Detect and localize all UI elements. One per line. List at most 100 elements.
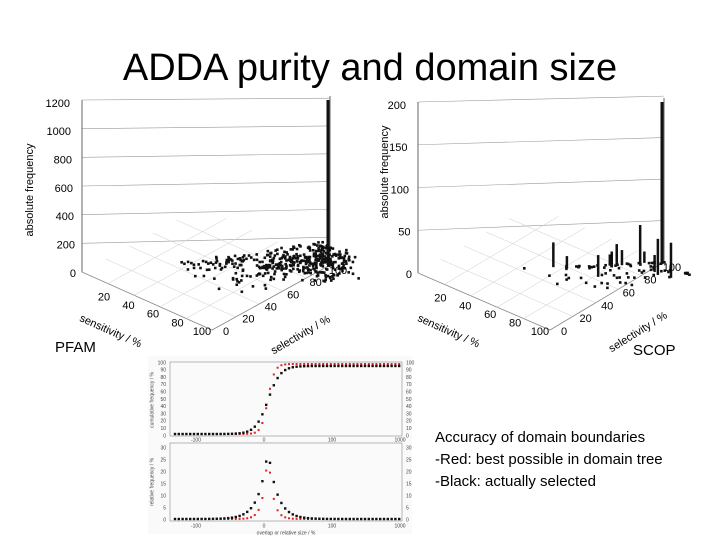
point bbox=[250, 516, 252, 519]
floor-grid bbox=[463, 245, 596, 304]
point bbox=[353, 255, 357, 259]
point bbox=[302, 266, 306, 270]
point bbox=[291, 366, 294, 369]
point bbox=[307, 268, 311, 271]
point bbox=[287, 258, 291, 262]
tick-label: 20 bbox=[242, 314, 254, 326]
tick-label: 0 bbox=[406, 269, 412, 281]
point bbox=[245, 257, 248, 261]
point bbox=[285, 264, 288, 268]
point bbox=[318, 257, 321, 261]
point bbox=[334, 260, 337, 264]
tick-label: 0 bbox=[70, 268, 76, 280]
point bbox=[274, 249, 277, 252]
point bbox=[637, 269, 641, 272]
point bbox=[356, 363, 359, 365]
tick-label: 100 bbox=[328, 523, 337, 529]
point bbox=[277, 266, 281, 270]
point bbox=[276, 376, 279, 380]
point bbox=[313, 279, 317, 282]
point bbox=[548, 274, 551, 277]
point bbox=[266, 253, 270, 257]
tick-label: 20 bbox=[160, 469, 166, 475]
point bbox=[284, 368, 287, 372]
point bbox=[320, 255, 323, 259]
tick-label: 80 bbox=[509, 318, 521, 330]
point bbox=[204, 432, 207, 436]
panel-label: PFAM bbox=[55, 339, 96, 356]
point bbox=[317, 241, 320, 244]
point bbox=[272, 277, 276, 281]
point bbox=[343, 254, 347, 258]
point bbox=[283, 275, 287, 279]
point bbox=[340, 256, 343, 259]
point bbox=[215, 432, 218, 436]
point bbox=[317, 247, 320, 250]
point bbox=[249, 256, 253, 259]
tick-label: 60 bbox=[147, 309, 159, 321]
point bbox=[266, 249, 270, 253]
tick-label: 100 bbox=[406, 360, 415, 366]
point bbox=[629, 264, 633, 268]
tick-label: 100 bbox=[391, 184, 409, 196]
point bbox=[173, 517, 177, 521]
top-axis-label: cumulative frequency / % bbox=[149, 372, 155, 428]
point bbox=[255, 264, 259, 267]
point bbox=[269, 387, 271, 390]
tick-label: 25 bbox=[160, 457, 166, 463]
tick-label: 70 bbox=[406, 382, 412, 388]
point bbox=[284, 262, 287, 266]
point bbox=[238, 517, 241, 520]
point bbox=[249, 507, 253, 510]
point bbox=[398, 363, 401, 365]
point bbox=[342, 263, 345, 267]
tick-label: 150 bbox=[389, 142, 407, 154]
point bbox=[249, 428, 253, 431]
point bbox=[231, 262, 234, 266]
point bbox=[242, 513, 245, 516]
point bbox=[284, 507, 287, 510]
point bbox=[292, 255, 295, 258]
y-axis-label: selectivity / % bbox=[269, 313, 333, 357]
point bbox=[326, 264, 330, 267]
x-axis-label: sensitivity / % bbox=[416, 312, 482, 350]
point bbox=[291, 363, 294, 366]
point bbox=[273, 270, 277, 273]
point bbox=[229, 258, 233, 261]
point bbox=[608, 263, 612, 266]
point bbox=[688, 273, 691, 277]
point bbox=[294, 256, 298, 260]
point bbox=[305, 271, 308, 275]
point bbox=[338, 255, 342, 258]
point bbox=[238, 514, 241, 518]
point bbox=[375, 363, 378, 365]
tick-label: 40 bbox=[122, 300, 134, 312]
grid-line bbox=[417, 95, 665, 103]
point bbox=[324, 260, 328, 264]
tick-label: 0 bbox=[223, 326, 229, 338]
point bbox=[285, 251, 289, 254]
point bbox=[282, 253, 285, 257]
point bbox=[227, 516, 230, 520]
point bbox=[173, 432, 177, 436]
point bbox=[253, 425, 256, 428]
point bbox=[314, 517, 317, 520]
point bbox=[246, 430, 249, 433]
floor bbox=[417, 261, 665, 331]
point bbox=[614, 264, 617, 267]
tick-label: 1200 bbox=[46, 98, 70, 110]
point bbox=[275, 263, 278, 267]
point bbox=[325, 258, 328, 261]
point bbox=[206, 262, 210, 265]
point bbox=[261, 479, 264, 483]
point bbox=[263, 272, 267, 275]
point bbox=[351, 272, 355, 276]
point bbox=[185, 432, 188, 436]
point bbox=[352, 363, 355, 365]
floor-grid bbox=[470, 227, 585, 297]
point bbox=[318, 517, 321, 520]
point bbox=[337, 257, 341, 260]
point bbox=[192, 432, 196, 436]
point bbox=[202, 274, 206, 278]
point bbox=[363, 517, 367, 521]
